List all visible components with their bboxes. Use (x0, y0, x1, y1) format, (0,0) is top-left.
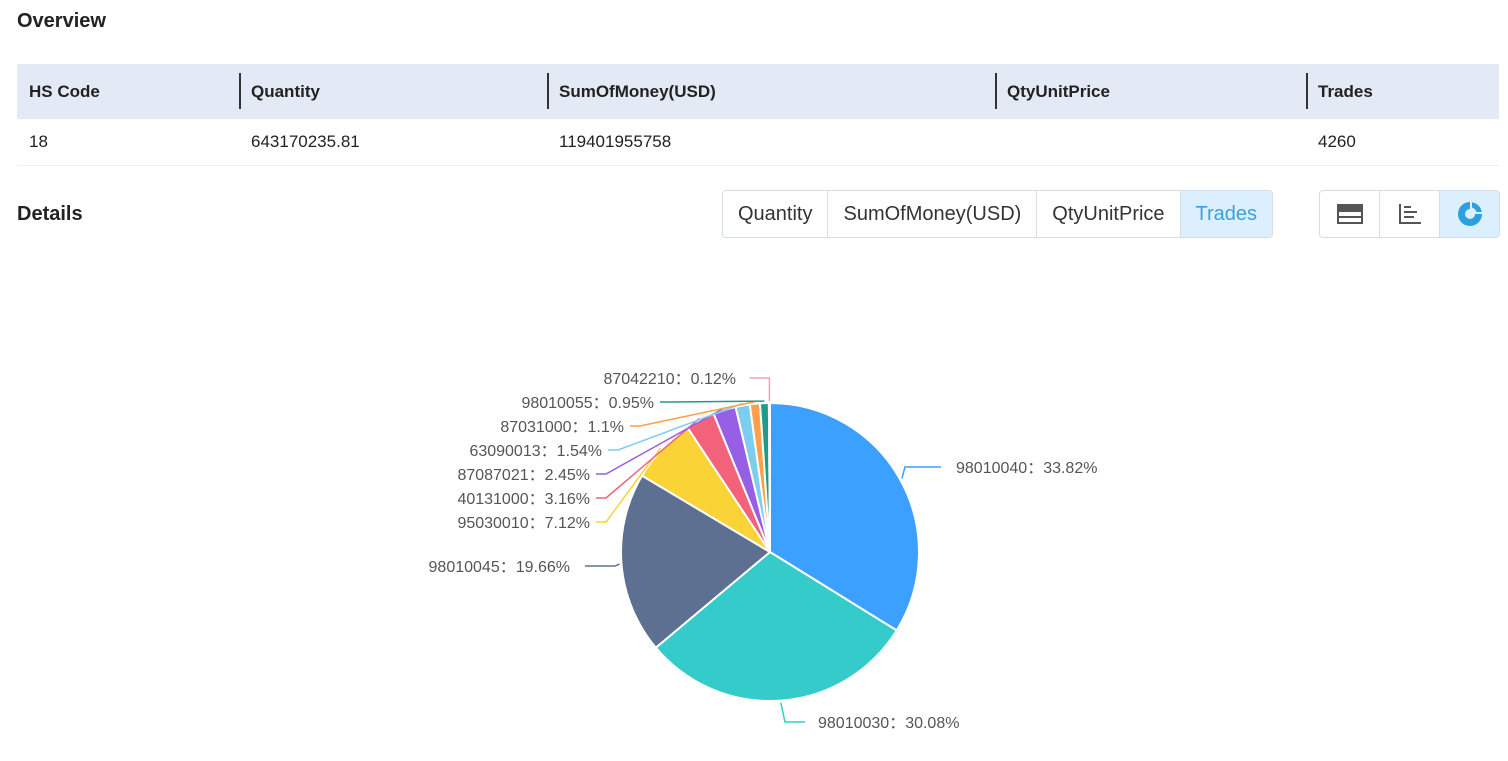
cell-hs-code: 18 (17, 119, 239, 166)
metric-tabs: Quantity SumOfMoney(USD) QtyUnitPrice Tr… (722, 190, 1274, 238)
cell-trades: 4260 (1306, 119, 1499, 166)
pie-label-98010045: 98010045：19.66% (429, 559, 570, 576)
overview-title: Overview (17, 10, 106, 32)
table-row: 18 643170235.81 119401955758 4260 (17, 119, 1499, 166)
overview-table: HS Code Quantity SumOfMoney(USD) QtyUnit… (17, 64, 1499, 166)
leader-line-98010045 (585, 563, 620, 567)
leader-line-98010030 (780, 702, 805, 723)
bar-view-button[interactable] (1380, 191, 1440, 237)
header-trades[interactable]: Trades (1306, 64, 1499, 119)
pie-label-87042210: 87042210：0.12% (603, 371, 736, 388)
leader-line-98010055 (660, 400, 765, 403)
pie-label-98010040: 98010040：33.82% (956, 460, 1097, 477)
overview-header-row: HS Code Quantity SumOfMoney(USD) QtyUnit… (17, 64, 1499, 119)
table-view-button[interactable] (1320, 191, 1380, 237)
pie-slice-98010030[interactable] (654, 550, 899, 702)
leader-line-40131000 (596, 417, 700, 499)
tab-trades[interactable]: Trades (1180, 191, 1273, 237)
pie-label-98010055: 98010055：0.95% (521, 395, 654, 412)
leader-line-95030010 (596, 447, 662, 523)
tab-qty-unit-price[interactable]: QtyUnitPrice (1037, 191, 1181, 237)
leader-line-98010040 (901, 466, 941, 479)
header-sum-of-money[interactable]: SumOfMoney(USD) (547, 64, 995, 119)
pie-label-87031000: 87031000：1.1% (500, 419, 624, 436)
view-tabs (1319, 190, 1500, 238)
pie-label-40131000: 40131000：3.16% (457, 491, 590, 508)
pie-view-button[interactable] (1440, 191, 1499, 237)
tab-quantity[interactable]: Quantity (723, 191, 829, 237)
header-qty-unit-price[interactable]: QtyUnitPrice (995, 64, 1306, 119)
header-hs-code[interactable]: HS Code (17, 64, 239, 119)
cell-sum-of-money: 119401955758 (547, 119, 995, 166)
pie-slice-98010045[interactable] (620, 474, 772, 650)
details-title: Details (17, 203, 83, 225)
cell-qty-unit-price (995, 119, 1306, 166)
tab-sum-of-money[interactable]: SumOfMoney(USD) (828, 191, 1038, 237)
leader-line-87042210 (749, 377, 771, 402)
pie-slice-98010040[interactable] (769, 401, 920, 632)
pie-label-63090013: 63090013：1.54% (469, 443, 602, 460)
leader-line-87087021 (596, 407, 725, 475)
pie-slice-87042210[interactable] (767, 401, 771, 553)
pie-label-98010030: 98010030：30.08% (818, 715, 959, 732)
leader-line-87031000 (630, 401, 755, 427)
pie-chart-icon (1457, 202, 1482, 226)
pie-label-95030010: 95030010：7.12% (457, 515, 590, 532)
table-view-icon (1336, 204, 1363, 224)
pie-label-87087021: 87087021：2.45% (457, 467, 590, 484)
bar-chart-icon (1398, 204, 1421, 224)
header-quantity[interactable]: Quantity (239, 64, 547, 119)
cell-quantity: 643170235.81 (239, 119, 547, 166)
leader-line-63090013 (608, 402, 743, 451)
